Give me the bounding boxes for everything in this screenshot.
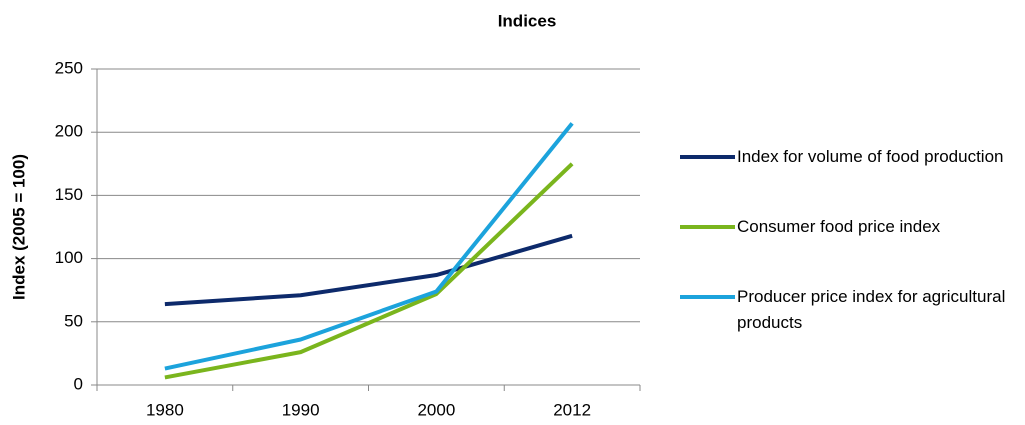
series-line: [164, 233, 573, 307]
x-tick-label: 1980: [146, 400, 184, 419]
chart-title: Indices: [498, 11, 557, 30]
legend-label: Index for volume of food production: [737, 147, 1004, 166]
series-line: [164, 122, 574, 371]
y-tick-label: 100: [55, 248, 83, 267]
y-axis-label: Index (2005 = 100): [9, 154, 28, 300]
legend-label: Consumer food price index: [737, 217, 941, 236]
legend-label: Producer price index for agricultural pr…: [737, 287, 1006, 332]
y-tick-label: 0: [74, 374, 83, 393]
x-tick-label: 2000: [417, 400, 455, 419]
series-line: [164, 162, 574, 380]
y-tick-label: 50: [64, 311, 83, 330]
x-tick-label: 2012: [553, 400, 591, 419]
y-tick-label: 150: [55, 185, 83, 204]
y-tick-label: 250: [55, 58, 83, 77]
x-tick-label: 1990: [282, 400, 320, 419]
y-tick-label: 200: [55, 122, 83, 141]
